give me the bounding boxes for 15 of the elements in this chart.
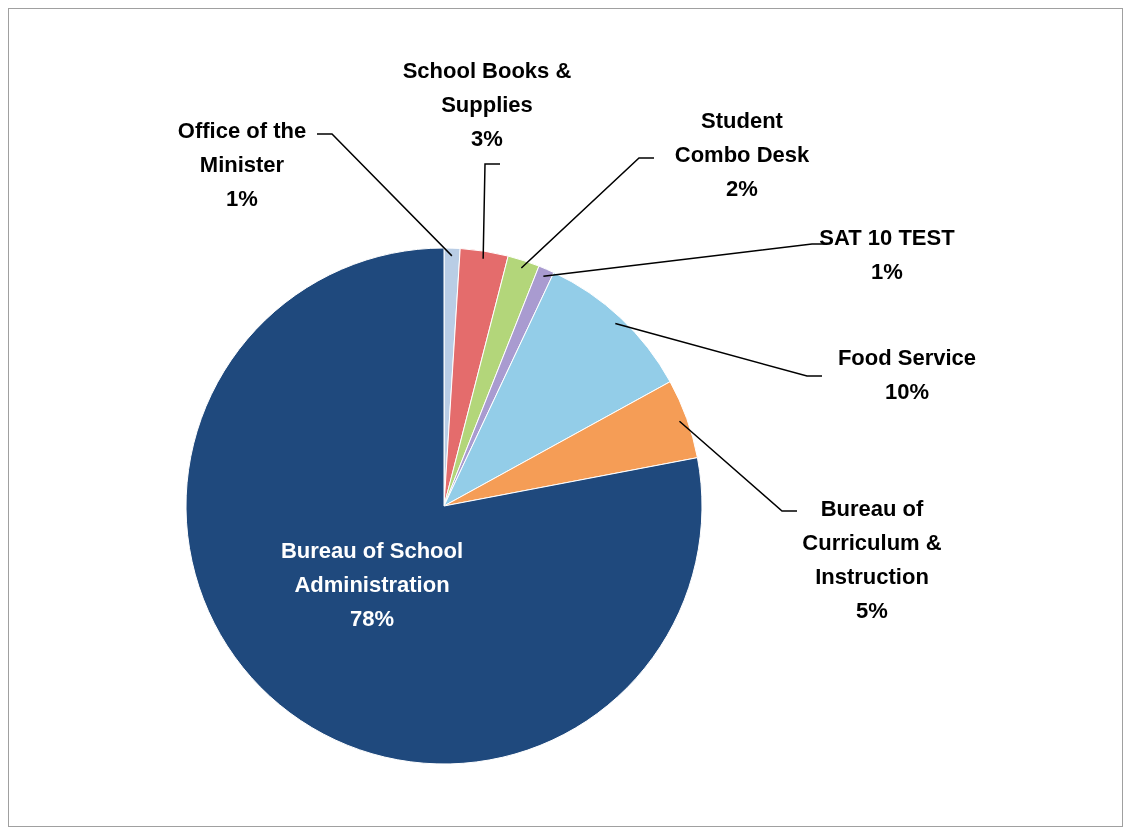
slice-label: Bureau of School Administration xyxy=(280,537,464,597)
data-label: 10% xyxy=(884,378,930,404)
data-label: 3% xyxy=(471,125,503,151)
slice-label: Office of the Minister xyxy=(177,117,307,177)
slice-label: SAT 10 TEST xyxy=(819,224,956,250)
data-label: 5% xyxy=(856,597,888,623)
slice-label: School Books & Supplies xyxy=(402,57,572,117)
data-label: 1% xyxy=(226,185,258,211)
pie-slice xyxy=(185,247,703,765)
data-label: 2% xyxy=(726,175,758,201)
data-label: 1% xyxy=(871,258,903,284)
slice-label: Student Combo Desk xyxy=(674,107,810,167)
slice-label: Food Service xyxy=(837,344,977,370)
slice-label: Bureau of Curriculum & Instruction xyxy=(802,495,942,589)
data-label: 78% xyxy=(349,605,395,631)
